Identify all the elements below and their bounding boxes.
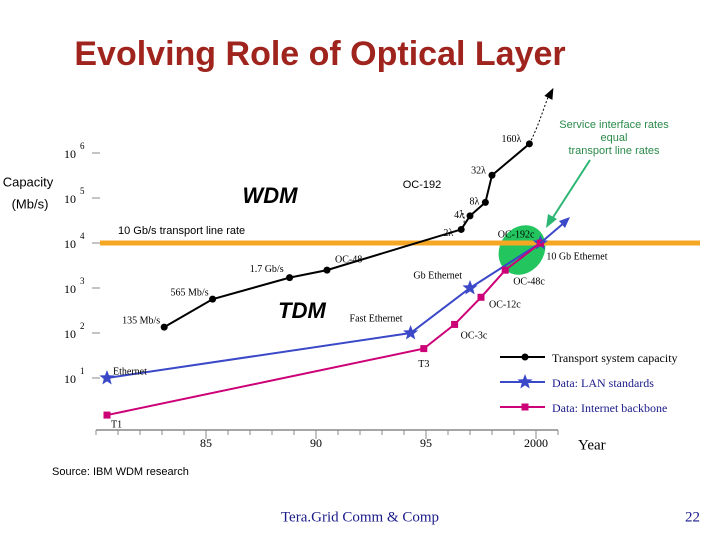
point bbox=[501, 266, 509, 274]
point bbox=[517, 374, 533, 389]
extension bbox=[528, 93, 550, 145]
point bbox=[451, 320, 459, 328]
point bbox=[286, 274, 294, 282]
y-tick-label: 10 bbox=[64, 327, 76, 341]
source: Source: IBM WDM research bbox=[52, 466, 189, 478]
service-arrow bbox=[549, 159, 591, 223]
x-label: Year bbox=[578, 437, 606, 453]
service-ellipse bbox=[498, 225, 546, 275]
value-label: OC-48 bbox=[335, 254, 362, 265]
y-tick-label: 10 bbox=[64, 282, 76, 296]
value-label: OC-3c bbox=[461, 331, 488, 342]
y-tick-exponent: 4 bbox=[80, 231, 85, 241]
service-arrow-head bbox=[546, 214, 557, 228]
point bbox=[323, 266, 331, 274]
y-tick-exponent: 3 bbox=[80, 276, 85, 286]
x-tick-label: 95 bbox=[420, 436, 432, 450]
y-label: (Mb/s) bbox=[12, 196, 49, 211]
value-label: OC-12c bbox=[489, 300, 521, 311]
value-label: 565 Mb/s bbox=[171, 287, 209, 298]
legend-label: Data: LAN standards bbox=[552, 376, 654, 390]
series-line bbox=[106, 242, 542, 417]
point bbox=[457, 225, 465, 233]
point bbox=[466, 212, 474, 220]
y-tick-exponent: 6 bbox=[80, 141, 85, 151]
legend-label: Data: Internet backbone bbox=[552, 401, 667, 415]
service-note: Service interface rates bbox=[559, 119, 669, 131]
x-tick-label: 2000 bbox=[524, 436, 548, 450]
x-tick-label: 85 bbox=[200, 436, 212, 450]
point bbox=[403, 325, 419, 340]
y-tick-label: 10 bbox=[64, 147, 76, 161]
series-line bbox=[106, 242, 541, 379]
service-note: transport line rates bbox=[568, 145, 660, 157]
value-label: OC-192c bbox=[498, 229, 535, 240]
extension-arrow bbox=[544, 87, 554, 100]
point bbox=[462, 280, 478, 295]
value-label: Gb Ethernet bbox=[413, 270, 462, 281]
point bbox=[525, 140, 533, 148]
point bbox=[521, 353, 529, 361]
value-label: 32λ bbox=[471, 166, 486, 177]
service-note: equal bbox=[601, 132, 628, 144]
y-tick-label: 10 bbox=[64, 192, 76, 206]
trend-arrow-head bbox=[559, 217, 570, 228]
value-label: 4λ bbox=[454, 210, 464, 221]
tdm-label: TDM bbox=[278, 298, 326, 323]
value-label: 135 Mb/s bbox=[122, 315, 160, 326]
value-label: T1 bbox=[111, 419, 122, 430]
reference-label: 10 Gb/s transport line rate bbox=[118, 225, 245, 237]
value-label: 1.7 Gb/s bbox=[250, 264, 284, 275]
point bbox=[160, 323, 168, 331]
value-label: 10 Gb Ethernet bbox=[546, 251, 607, 262]
point bbox=[209, 295, 217, 303]
slide-title: Evolving Role of Optical Layer bbox=[74, 35, 565, 73]
value-label: T3 bbox=[418, 359, 429, 370]
point bbox=[488, 171, 496, 179]
page-number: 22 bbox=[685, 509, 700, 525]
value-label: 160λ bbox=[502, 134, 522, 145]
legend-label: Transport system capacity bbox=[552, 351, 678, 365]
point bbox=[536, 239, 544, 247]
y-tick-label: 10 bbox=[64, 372, 76, 386]
point bbox=[99, 370, 115, 385]
point bbox=[477, 293, 485, 301]
value-label: Fast Ethernet bbox=[350, 313, 403, 324]
trend-arrow bbox=[539, 221, 566, 244]
y-tick-exponent: 1 bbox=[80, 366, 85, 376]
y-tick-exponent: 5 bbox=[80, 186, 85, 196]
value-label: Ethernet bbox=[113, 366, 147, 377]
value-label: 8λ bbox=[470, 197, 480, 208]
x-tick-label: 90 bbox=[310, 436, 322, 450]
oc192-label: OC-192 bbox=[403, 179, 442, 191]
y-tick-label: 10 bbox=[64, 237, 76, 251]
point bbox=[481, 198, 489, 206]
y-tick-exponent: 2 bbox=[80, 321, 85, 331]
wdm-label: WDM bbox=[243, 183, 299, 208]
point bbox=[103, 411, 111, 419]
point bbox=[420, 345, 428, 353]
value-label: 2λ bbox=[443, 228, 453, 239]
value-label: OC-48c bbox=[513, 276, 545, 287]
y-label: Capacity bbox=[3, 174, 54, 189]
point bbox=[521, 403, 529, 411]
footer: Tera.Grid Comm & Comp bbox=[281, 509, 439, 525]
